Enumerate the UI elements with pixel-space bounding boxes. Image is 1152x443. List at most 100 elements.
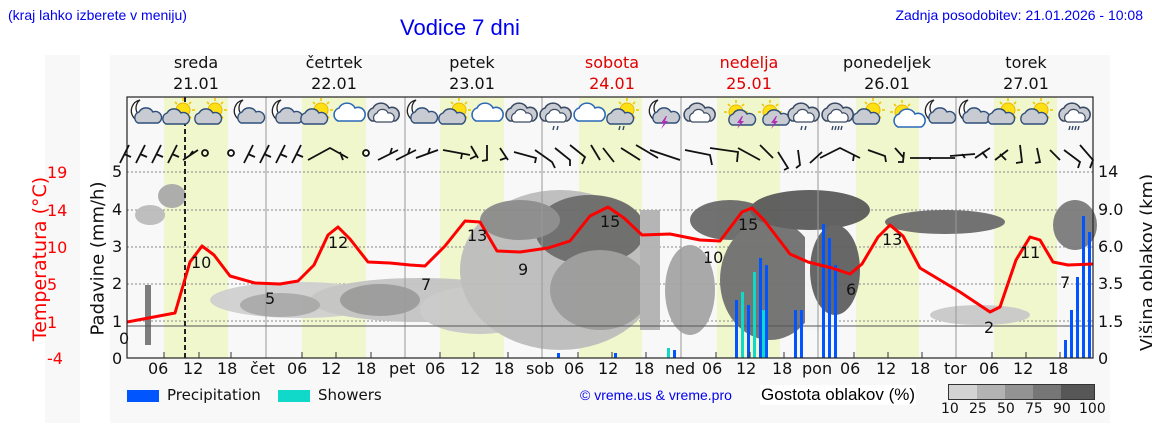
cloud-height-tick: 6.0 [1098,237,1124,256]
cloud-height-tick: 1.5 [1098,312,1124,331]
day-name: torek [1005,53,1047,72]
density-scale-label: 100 [1079,401,1106,417]
density-scale-label: 50 [997,401,1015,417]
day-name: sobota [584,53,640,72]
day-header: ponedeljek 26.01 [827,52,947,94]
precip-tick: 3 [112,237,123,256]
x-tick: 06 [702,359,723,378]
svg-text:10: 10 [191,253,211,272]
day-name: ponedeljek [843,53,931,72]
copyright-link[interactable]: © vreme.us & vreme.pro [580,387,732,403]
x-tick: 06 [148,359,169,378]
density-scale-label: 75 [1025,401,1043,417]
last-updated: Zadnja posodobitev: 21.01.2026 - 10:08 [895,7,1143,23]
svg-text:7: 7 [1060,273,1070,292]
x-tick: 06 [287,359,308,378]
day-name: nedelja [719,53,779,72]
x-tick: 18 [494,359,515,378]
precip-tick: 4 [112,200,123,219]
x-tick: 12 [598,359,619,378]
day-header: torek 27.01 [966,52,1086,94]
svg-text:13: 13 [467,226,487,245]
density-scale-75 [1033,384,1061,400]
x-tick: 12 [321,359,342,378]
day-header: sreda 21.01 [136,52,256,94]
day-header-weekend: nedelja 25.01 [689,52,809,94]
x-tick: 06 [979,359,1000,378]
svg-text:15: 15 [600,212,620,231]
temp-tick: 1 [47,313,58,332]
x-tick: 12 [460,359,481,378]
day-date: 25.01 [726,74,772,93]
x-tick: pon [802,359,833,378]
day-name: petek [449,53,495,72]
svg-text:6: 6 [846,280,856,299]
x-tick: tor [944,359,967,378]
svg-text:2: 2 [984,318,994,337]
day-date: 23.01 [449,74,495,93]
x-tick: 06 [840,359,861,378]
svg-text:0: 0 [119,329,129,348]
x-tick: 06 [564,359,585,378]
day-header: četrtek 22.01 [274,52,394,94]
day-header: petek 23.01 [412,52,532,94]
wind-barbs [119,144,1095,171]
density-scale-25 [977,384,1005,400]
precip-tick: 2 [112,274,123,293]
temp-tick: 14 [47,201,68,220]
day-date: 22.01 [311,74,357,93]
svg-text:11: 11 [1020,243,1040,262]
density-scale-label: 10 [941,401,959,417]
cloud-height-tick: 9.0 [1098,200,1124,219]
svg-text:5: 5 [265,289,275,308]
x-tick: 18 [356,359,377,378]
page-title: Vodice 7 dni [400,15,520,40]
cloud-height-tick: 14 [1098,162,1119,181]
x-tick: 12 [876,359,897,378]
x-tick: čet [250,359,275,378]
day-date: 21.01 [173,74,219,93]
cloud-density-title: Gostota oblakov (%) [760,385,917,405]
day-date: 26.01 [864,74,910,93]
x-tick: 12 [183,359,204,378]
day-date: 24.01 [589,74,635,93]
day-date: 27.01 [1003,74,1049,93]
svg-text:9: 9 [518,260,528,279]
precipitation-legend-label: Precipitation [167,386,261,404]
location-hint-link[interactable]: (kraj lahko izberete v meniju) [8,7,187,23]
precip-tick: 5 [112,162,123,181]
x-tick: 18 [910,359,931,378]
temperature-axis-panel [45,55,80,423]
svg-text:7: 7 [421,275,431,294]
temp-tick: -4 [47,349,63,368]
x-tick: pet [389,359,416,378]
x-tick: ned [665,359,696,378]
x-tick: 18 [634,359,655,378]
cloud-height-tick: 0 [1098,349,1109,368]
density-scale-label: 90 [1053,401,1071,417]
svg-text:13: 13 [882,230,902,249]
x-tick: 06 [425,359,446,378]
x-tick: 12 [736,359,757,378]
density-scale-10 [948,384,977,400]
showers-legend-label: Showers [318,386,382,404]
x-tick: 12 [1013,359,1034,378]
precipitation-legend-swatch [127,390,159,402]
density-scale-90 [1061,384,1095,400]
svg-text:15: 15 [738,215,758,234]
x-tick: sob [526,359,555,378]
day-name: sreda [173,53,219,72]
cloud-height-tick: 3.5 [1098,274,1124,293]
day-name: četrtek [305,53,363,72]
svg-text:10: 10 [703,248,723,267]
x-tick: 18 [1048,359,1069,378]
temp-tick: 5 [47,275,58,294]
x-tick: 18 [772,359,793,378]
svg-text:12: 12 [328,233,348,252]
showers-legend-swatch [278,390,310,402]
precip-tick: 1 [112,312,123,331]
precip-tick: 0 [112,349,123,368]
density-scale-50 [1005,384,1033,400]
x-tick: 18 [217,359,238,378]
